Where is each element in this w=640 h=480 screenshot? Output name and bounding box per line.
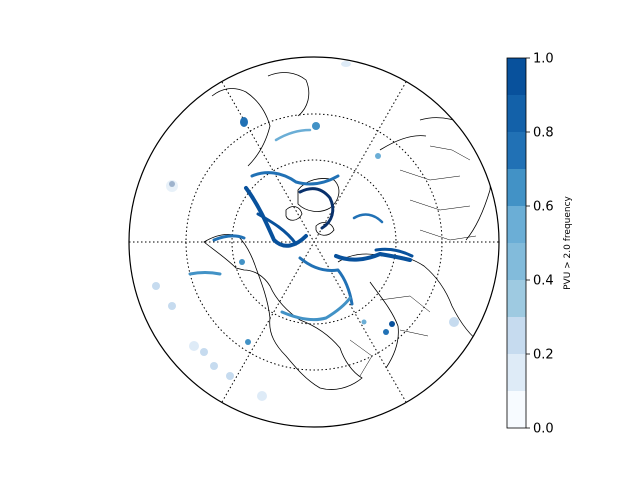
- colorbar-ticks: 0.0 0.2 0.4 0.6 0.8 1.0: [526, 52, 554, 437]
- pvu-contour: [256, 212, 298, 246]
- map-boundary: [128, 56, 500, 428]
- pvu-blob: [389, 321, 395, 327]
- pvu-blob: [312, 122, 320, 130]
- pvu-contour: [374, 247, 414, 258]
- map-content: [129, 61, 499, 403]
- colorbar-band: [507, 206, 526, 243]
- colorbar-band: [507, 243, 526, 280]
- map-disc: [128, 56, 500, 428]
- coastline-arctic-islands: [285, 206, 335, 236]
- colorbar-label: PVU > 2.0 frequency: [563, 195, 573, 289]
- colorbar-band: [507, 391, 526, 428]
- pvu-blob: [449, 317, 459, 327]
- pvu-blob: [152, 282, 160, 290]
- pvu-contour: [298, 256, 354, 306]
- colorbar-frame: [506, 57, 527, 429]
- pvu-contour: [298, 187, 335, 230]
- colorbar: 0.0 0.2 0.4 0.6 0.8 1.0 PVU > 2.0 frequency: [506, 52, 573, 437]
- graticule: [129, 81, 499, 403]
- colorbar-tick-label: 0.4: [533, 274, 554, 289]
- pvu-blob: [375, 153, 381, 159]
- pvu-contour: [352, 213, 384, 224]
- pvu-blob: [189, 341, 199, 351]
- colorbar-band: [507, 169, 526, 206]
- pvu-contour: [274, 128, 312, 142]
- colorbar-band: [507, 317, 526, 354]
- pvu-contour: [212, 234, 246, 242]
- pvu-blob: [257, 391, 267, 401]
- colorbar-tick-label: 0.8: [533, 126, 554, 141]
- pvu-blob: [166, 180, 178, 192]
- colorbar-tick-label: 0.2: [533, 348, 554, 363]
- colorbar-band: [507, 354, 526, 391]
- pvu-blob: [239, 259, 245, 265]
- pvu-contour: [334, 252, 412, 262]
- pvu-blobs: [152, 61, 459, 401]
- pvu-blob: [383, 329, 389, 335]
- pvu-blob: [341, 61, 351, 67]
- colorbar-band: [507, 58, 526, 95]
- coastline-africa-europe: [211, 72, 310, 167]
- pvu-blob: [168, 302, 176, 310]
- parallel-60: [231, 159, 397, 325]
- pvu-blob: [200, 348, 208, 356]
- country-borders: [349, 145, 477, 377]
- meridian-line: [221, 81, 407, 403]
- coastline-greenland: [297, 178, 340, 212]
- colorbar-bands: [507, 58, 526, 428]
- pvu-blob: [361, 319, 367, 325]
- pvu-blob: [245, 339, 251, 345]
- pvu-contour: [280, 296, 352, 322]
- colorbar-tick-label: 0.6: [533, 200, 554, 215]
- colorbar-tick-label: 1.0: [533, 52, 554, 67]
- coastline-eurasia: [337, 117, 491, 369]
- pvu-blob: [226, 372, 234, 380]
- colorbar-band: [507, 280, 526, 317]
- pvu-blob: [210, 362, 218, 370]
- pvu-contour: [188, 271, 222, 276]
- pvu-blob: [240, 117, 248, 127]
- colorbar-tick-label: 0.0: [533, 422, 554, 437]
- colorbar-band: [507, 95, 526, 132]
- colorbar-band: [507, 132, 526, 169]
- pvu-frequency-field: [152, 61, 459, 401]
- pvu-contour: [250, 171, 340, 186]
